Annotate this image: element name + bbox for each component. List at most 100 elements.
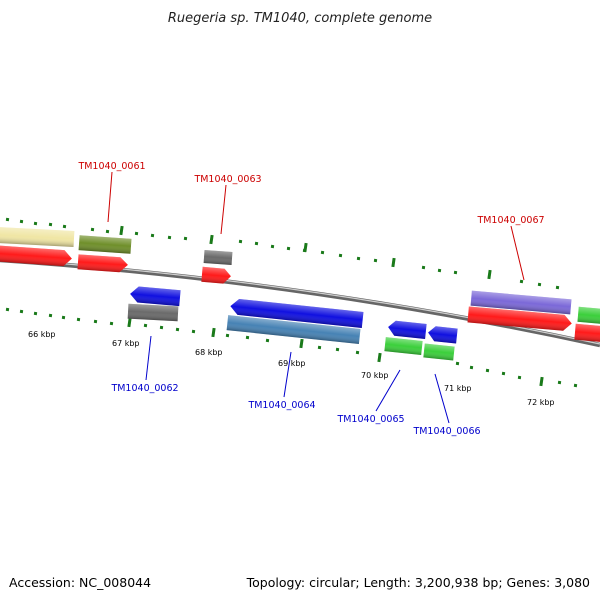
accession-text: Accession: NC_008044	[9, 575, 151, 590]
cds-reverse-0065[interactable]	[387, 320, 427, 339]
tick-mark	[33, 311, 38, 316]
cds-reverse-0066[interactable]	[427, 326, 458, 344]
tick-mark	[573, 383, 578, 388]
tick-mark	[355, 350, 360, 355]
tick-mark	[134, 231, 139, 236]
tick-mark	[501, 371, 506, 376]
tick-mark	[453, 270, 458, 275]
tick-mark	[159, 325, 164, 330]
tick-mark	[62, 224, 67, 229]
label-leader-line	[220, 184, 227, 235]
tick-mark	[109, 321, 114, 326]
major-tick	[209, 234, 214, 245]
tick-mark	[238, 239, 243, 244]
label-leader-line	[283, 351, 292, 398]
tick-label: 67 kbp	[112, 339, 140, 348]
tick-mark	[143, 323, 148, 328]
tick-label: 71 kbp	[444, 384, 472, 393]
gene-reverse-0064[interactable]	[226, 315, 361, 344]
tick-mark	[338, 253, 343, 258]
tick-mark	[5, 307, 10, 312]
tick-mark	[519, 279, 524, 284]
gene-label-tm1040-0066[interactable]: TM1040_0066	[412, 426, 480, 437]
tick-label: 70 kbp	[361, 371, 389, 380]
tick-mark	[19, 309, 24, 314]
cds-forward-0068[interactable]	[574, 323, 600, 343]
major-tick	[539, 376, 544, 387]
cds-reverse-0064[interactable]	[230, 298, 364, 328]
tick-mark	[33, 221, 38, 226]
tick-mark	[517, 375, 522, 380]
tick-label: 66 kbp	[28, 330, 56, 339]
tick-mark	[225, 333, 230, 338]
tick-mark	[356, 256, 361, 261]
tick-mark	[61, 315, 66, 320]
tick-label: 69 kbp	[278, 359, 306, 368]
tick-mark	[335, 347, 340, 352]
tick-label: 68 kbp	[195, 348, 223, 357]
label-leader-line	[375, 369, 401, 412]
cds-forward-0061[interactable]	[77, 254, 129, 273]
major-tick	[119, 225, 124, 236]
label-leader-line	[434, 373, 450, 424]
tick-mark	[105, 229, 110, 234]
major-tick	[487, 269, 492, 280]
gene-reverse-0066[interactable]	[423, 343, 455, 361]
tick-mark	[320, 250, 325, 255]
tick-mark	[175, 327, 180, 332]
tick-mark	[93, 319, 98, 324]
gene-forward-0067[interactable]	[470, 290, 572, 315]
cds-forward-0063[interactable]	[201, 266, 231, 284]
gene-label-tm1040-0061[interactable]: TM1040_0061	[77, 161, 145, 172]
cds-reverse-0062[interactable]	[129, 286, 181, 307]
tick-mark	[90, 227, 95, 232]
tick-mark	[245, 335, 250, 340]
tick-mark	[183, 236, 188, 241]
tick-mark	[373, 258, 378, 263]
gene-forward-0063[interactable]	[203, 250, 233, 265]
tick-mark	[437, 268, 442, 273]
tick-mark	[48, 313, 53, 318]
gene-reverse-0065[interactable]	[384, 337, 423, 355]
major-tick	[299, 338, 304, 349]
gene-label-tm1040-0064[interactable]: TM1040_0064	[247, 400, 315, 411]
cds-forward-0067[interactable]	[467, 306, 573, 331]
major-tick	[391, 257, 396, 268]
major-tick	[377, 352, 382, 363]
label-leader-line	[510, 225, 525, 281]
gene-reverse-0062[interactable]	[127, 303, 179, 322]
gene-label-tm1040-0062[interactable]: TM1040_0062	[110, 383, 178, 394]
tick-mark	[19, 219, 24, 224]
tick-mark	[555, 285, 560, 290]
map-title: Ruegeria sp. TM1040, complete genome	[168, 11, 432, 26]
label-leader-line	[107, 171, 113, 223]
outer-tick-row	[5, 217, 560, 290]
gene-label-tm1040-0065[interactable]: TM1040_0065	[336, 414, 404, 425]
gene-forward-0060-grey[interactable]	[0, 226, 75, 247]
tick-mark	[286, 246, 291, 251]
tick-mark	[167, 235, 172, 240]
tick-mark	[485, 368, 490, 373]
tick-mark	[469, 365, 474, 370]
tick-mark	[191, 329, 196, 334]
gene-forward-0061[interactable]	[78, 235, 132, 254]
gene-label-tm1040-0067[interactable]: TM1040_0067	[476, 215, 544, 226]
inner-tick-row	[5, 307, 578, 388]
gene-label-tm1040-0063[interactable]: TM1040_0063	[193, 174, 261, 185]
tick-mark	[270, 244, 275, 249]
cds-forward-1[interactable]	[0, 245, 72, 267]
tick-mark	[48, 222, 53, 227]
tick-mark	[537, 282, 542, 287]
tick-mark	[76, 317, 81, 322]
tick-mark	[557, 380, 562, 385]
major-tick	[211, 327, 216, 338]
tick-mark	[254, 241, 259, 246]
major-tick	[303, 242, 308, 253]
gene-forward-0068[interactable]	[577, 306, 600, 325]
tick-mark	[5, 217, 10, 222]
label-leader-line	[145, 335, 152, 381]
tick-label: 72 kbp	[527, 398, 555, 407]
tick-mark	[455, 361, 460, 366]
tick-mark	[317, 345, 322, 350]
